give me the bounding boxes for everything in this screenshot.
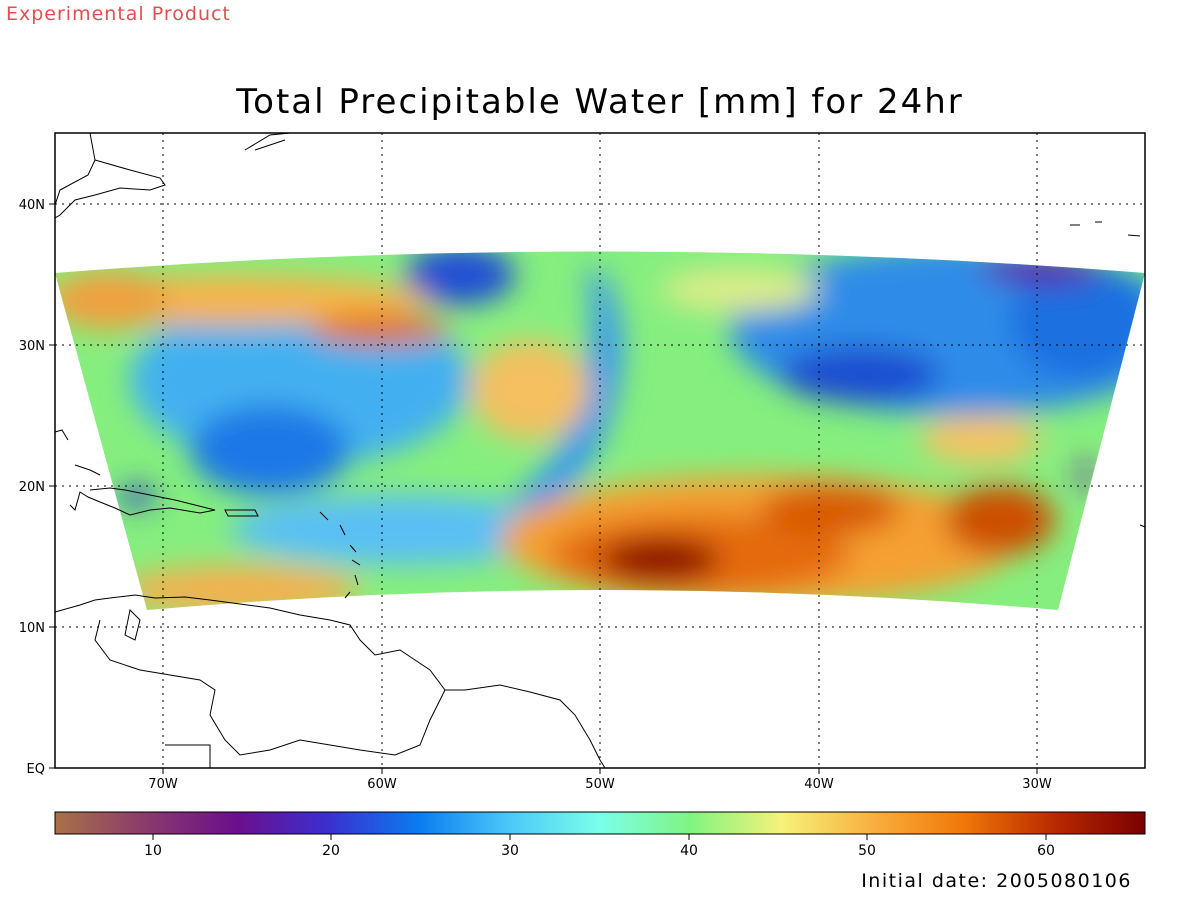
colorbar-label-50: 50 xyxy=(858,843,876,859)
coastlines xyxy=(55,133,1145,768)
colorbar-label-20: 20 xyxy=(322,843,340,859)
colorbar-label-10: 10 xyxy=(144,843,162,859)
lat-label-30n: 30N xyxy=(19,339,45,354)
colorbar-ticks xyxy=(152,834,1047,840)
colorbar-label-60: 60 xyxy=(1037,843,1055,859)
experimental-product-label: Experimental Product xyxy=(6,3,231,25)
lat-label-10n: 10N xyxy=(19,621,45,636)
lon-label-30w: 30W xyxy=(1022,777,1052,792)
initial-date: Initial date: 2005080106 xyxy=(861,870,1132,892)
colorbar-label-30: 30 xyxy=(501,843,519,859)
lon-label-50w: 50W xyxy=(585,777,615,792)
lat-label-eq: EQ xyxy=(27,762,45,777)
lon-label-40w: 40W xyxy=(804,777,834,792)
colorbar xyxy=(54,811,1146,835)
lat-label-40n: 40N xyxy=(19,198,45,213)
lon-label-60w: 60W xyxy=(367,777,397,792)
lat-label-20n: 20N xyxy=(19,480,45,495)
precipitable-water-field xyxy=(55,251,1145,610)
lon-label-70w: 70W xyxy=(148,777,178,792)
map-title: Total Precipitable Water [mm] for 24hr xyxy=(236,82,964,122)
axis-ticks xyxy=(49,203,1038,774)
colorbar-label-40: 40 xyxy=(680,843,698,859)
graticule-lines xyxy=(55,133,1145,768)
